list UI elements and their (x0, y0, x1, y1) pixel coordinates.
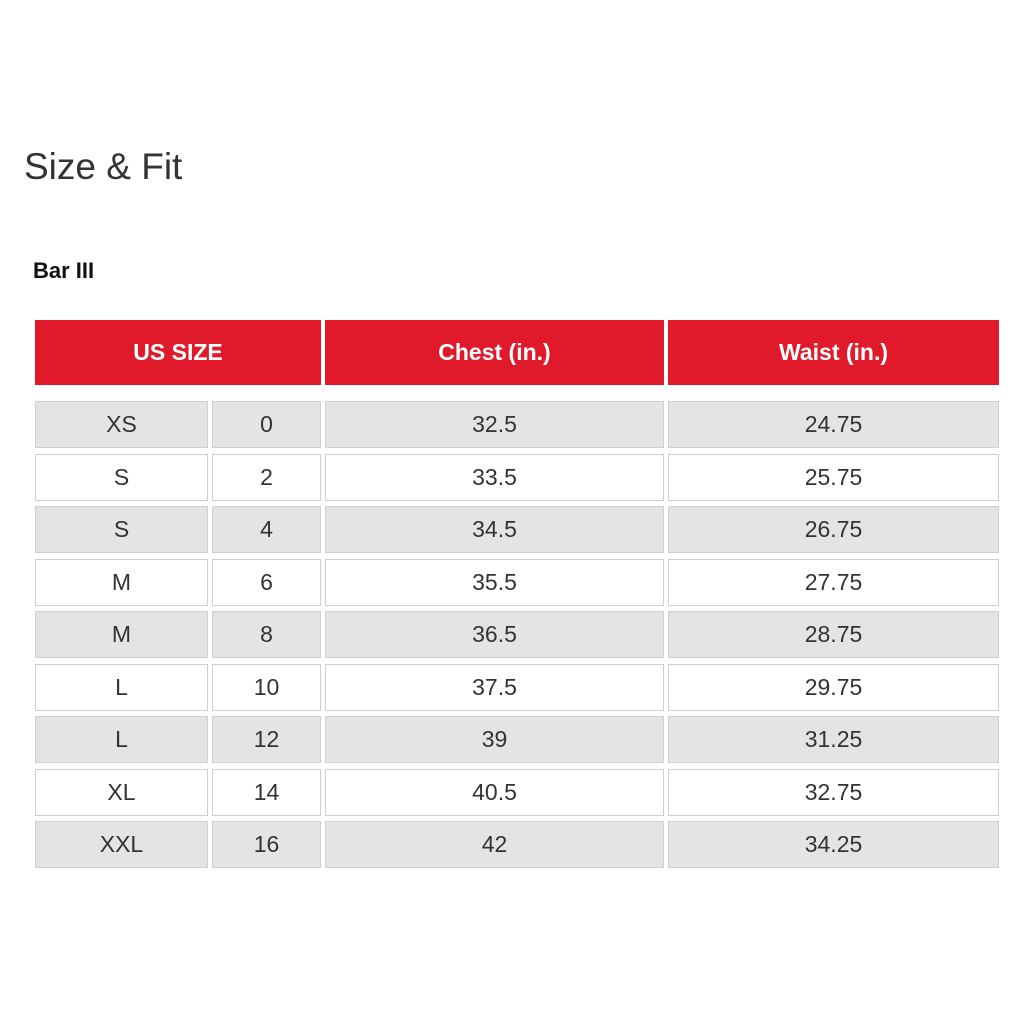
header-us-size: US SIZE (35, 320, 321, 385)
waist-cell: 24.75 (668, 401, 999, 448)
waist-cell: 31.25 (668, 716, 999, 763)
size-number-cell: 6 (212, 558, 321, 606)
size-letter-cell: XXL (35, 821, 208, 868)
waist-cell: 25.75 (668, 453, 999, 501)
size-number-cell: 2 (212, 453, 321, 501)
size-letter-cell: M (35, 558, 208, 606)
chest-cell: 42 (325, 821, 664, 868)
waist-cell: 28.75 (668, 611, 999, 658)
size-letter-cell: L (35, 716, 208, 763)
chest-cell: 32.5 (325, 401, 664, 448)
size-number-cell: 14 (212, 768, 321, 816)
chest-cell: 34.5 (325, 506, 664, 553)
size-letter-cell: L (35, 663, 208, 711)
size-number-cell: 4 (212, 506, 321, 553)
size-letter-cell: XS (35, 401, 208, 448)
chest-cell: 36.5 (325, 611, 664, 658)
waist-cell: 32.75 (668, 768, 999, 816)
header-waist: Waist (in.) (668, 320, 999, 385)
waist-cell: 34.25 (668, 821, 999, 868)
waist-cell: 27.75 (668, 558, 999, 606)
size-number-cell: 12 (212, 716, 321, 763)
size-number-cell: 16 (212, 821, 321, 868)
chest-cell: 33.5 (325, 453, 664, 501)
chest-cell: 35.5 (325, 558, 664, 606)
size-number-cell: 10 (212, 663, 321, 711)
size-letter-cell: XL (35, 768, 208, 816)
size-letter-cell: M (35, 611, 208, 658)
chest-cell: 39 (325, 716, 664, 763)
chest-cell: 37.5 (325, 663, 664, 711)
chest-cell: 40.5 (325, 768, 664, 816)
size-letter-cell: S (35, 453, 208, 501)
page-title: Size & Fit (24, 146, 183, 187)
waist-cell: 29.75 (668, 663, 999, 711)
header-chest: Chest (in.) (325, 320, 664, 385)
brand-name: Bar III (33, 258, 95, 283)
waist-cell: 26.75 (668, 506, 999, 553)
size-number-cell: 0 (212, 401, 321, 448)
size-letter-cell: S (35, 506, 208, 553)
size-number-cell: 8 (212, 611, 321, 658)
